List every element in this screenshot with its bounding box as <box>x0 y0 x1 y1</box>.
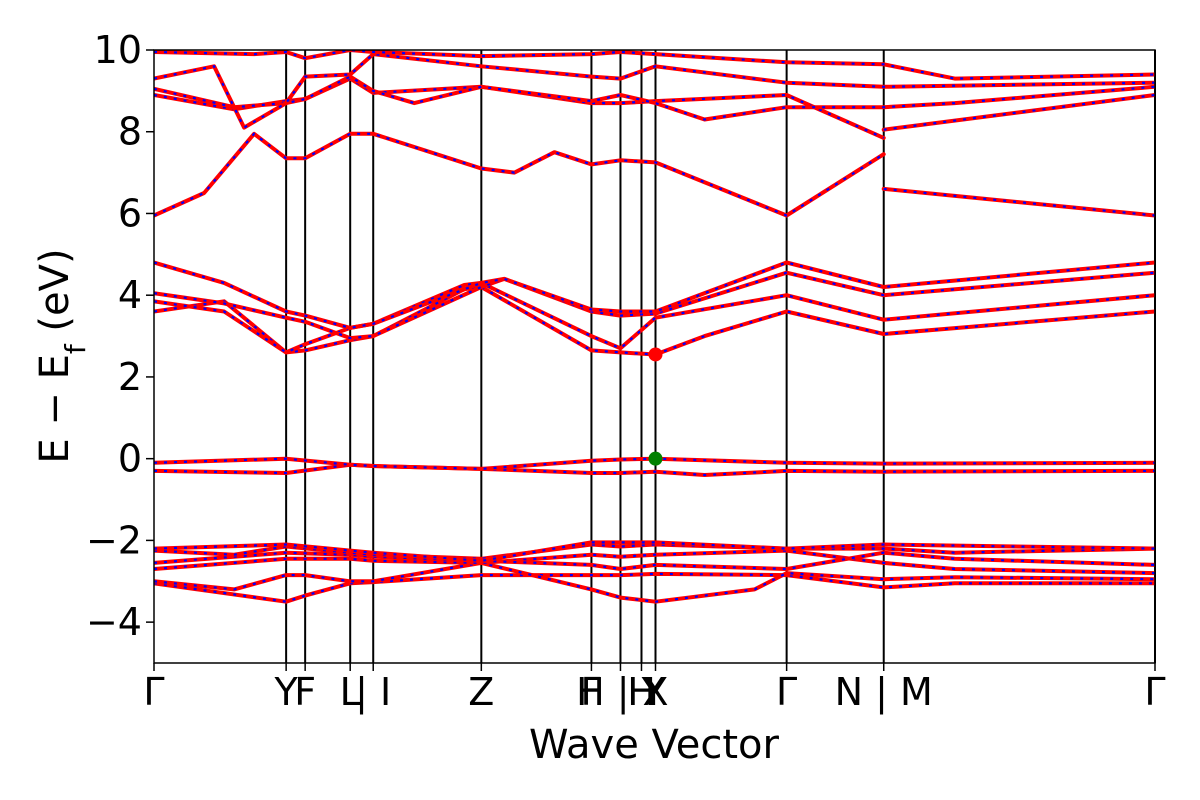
y-tick-label-7: 10 <box>94 28 142 72</box>
x-tick-label-10: Γ <box>776 670 797 714</box>
band-3-overlay <box>154 551 1155 571</box>
band-13 <box>881 186 1155 218</box>
x-tick-label-3: L <box>340 670 361 714</box>
band-17 <box>154 52 1155 130</box>
band-9-overlay <box>154 281 1155 354</box>
band-18 <box>154 50 1155 81</box>
x-tick-label-7: H | Y <box>576 670 666 715</box>
plot-frame <box>153 49 1156 664</box>
band-12-overlay <box>154 132 885 217</box>
x-tick-label-4: | I <box>355 670 391 715</box>
x-tick-label-5: Z <box>468 670 494 714</box>
band-18-overlay <box>154 50 1155 80</box>
x-tick-label-2: F <box>294 670 316 714</box>
y-axis-label-unit: (eV) <box>32 248 78 344</box>
band-10 <box>154 270 1155 341</box>
x-tick-label-11: N | M <box>835 670 933 715</box>
y-tick-label-6: 8 <box>118 110 142 154</box>
band-0-overlay <box>154 572 1155 603</box>
band-5 <box>154 540 1155 563</box>
x-axis-label: Wave Vector <box>529 722 780 768</box>
y-tick-label-0: −4 <box>86 600 142 644</box>
x-tick-label-6: F <box>581 670 603 714</box>
band-1-overlay <box>154 561 1155 603</box>
band-16-overlay <box>154 75 1155 121</box>
band-edge-marker-1 <box>648 451 663 466</box>
bands <box>154 50 1155 604</box>
markers <box>648 347 663 466</box>
x-tick-label-12: Γ <box>1144 670 1165 714</box>
y-axis: −4 −2 0 2 4 6 8 10 <box>86 28 154 644</box>
band-8-overlay <box>154 285 1155 356</box>
band-10-overlay <box>154 271 1155 340</box>
band-6-overlay <box>154 463 1155 477</box>
x-tick-label-1: Y <box>274 670 299 714</box>
y-tick-label-5: 6 <box>118 191 142 235</box>
x-tick-label-8: H <box>627 670 656 714</box>
x-tick-label-9: X <box>642 670 668 714</box>
band-17-overlay <box>154 52 1155 130</box>
y-tick-label-1: −2 <box>86 518 142 562</box>
y-tick-label-2: 0 <box>118 437 142 481</box>
y-axis-label: E − Ef (eV) <box>32 248 92 463</box>
y-axis-label-subscript: f <box>59 343 92 354</box>
band-15 <box>881 93 1155 132</box>
x-tick-label-0: Γ <box>143 670 164 714</box>
y-axis-label-main: E − E <box>32 354 78 464</box>
y-tick-label-3: 2 <box>118 355 142 399</box>
band-edge-marker-0 <box>648 347 663 362</box>
band-12 <box>154 131 886 218</box>
band-2-overlay <box>154 549 1155 575</box>
band-7 <box>154 456 1155 471</box>
band-11-overlay <box>154 261 1155 330</box>
y-tick-label-4: 4 <box>118 273 142 317</box>
band-9 <box>154 280 1155 355</box>
